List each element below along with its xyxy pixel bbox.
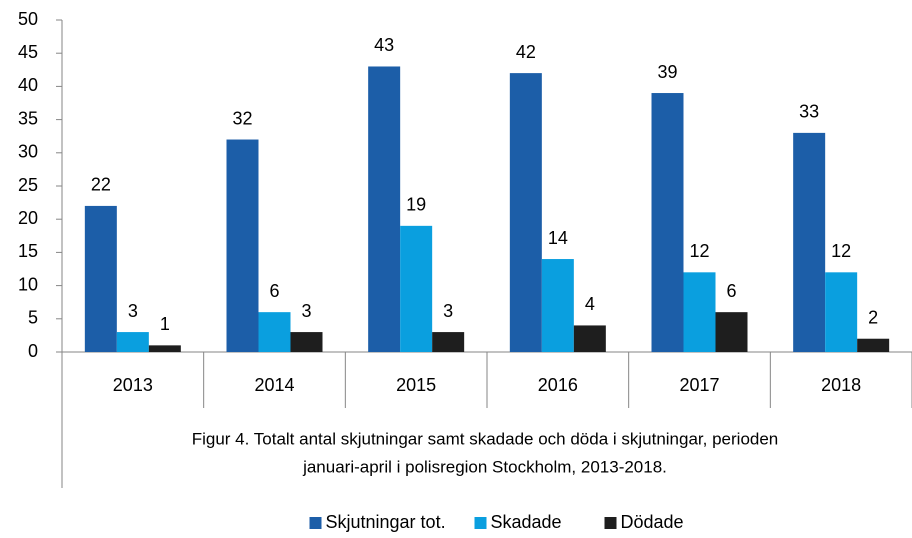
data-label: 12 (831, 241, 851, 261)
y-tick-label: 30 (18, 142, 38, 162)
x-tick-label: 2013 (113, 375, 153, 395)
legend-swatch (604, 517, 617, 529)
y-tick-label: 50 (18, 9, 38, 29)
caption: Figur 4. Totalt antal skjutningar samt s… (192, 429, 779, 448)
legend-label: Skjutningar tot. (326, 512, 446, 532)
bar (400, 225, 433, 352)
bar (793, 132, 826, 352)
bar (290, 332, 323, 352)
bar (715, 312, 748, 352)
bar (368, 66, 401, 352)
bar (148, 345, 181, 352)
data-label: 42 (516, 42, 536, 62)
bar (432, 332, 465, 352)
data-label: 43 (374, 35, 394, 55)
bar (226, 139, 259, 352)
data-label: 33 (799, 102, 819, 122)
x-tick-label: 2017 (679, 375, 719, 395)
legend-label: Dödade (621, 512, 684, 532)
data-label: 3 (128, 301, 138, 321)
legend-swatch (309, 517, 322, 529)
bar (541, 259, 574, 352)
legend-label: Skadade (491, 512, 562, 532)
bar (116, 332, 149, 352)
data-label: 12 (689, 241, 709, 261)
data-label: 2 (868, 307, 878, 327)
data-label: 1 (160, 314, 170, 334)
x-tick-label: 2016 (538, 375, 578, 395)
y-tick-label: 5 (28, 308, 38, 328)
data-label: 32 (232, 108, 252, 128)
x-tick-label: 2018 (821, 375, 861, 395)
legend-swatch (474, 517, 487, 529)
data-label: 3 (443, 301, 453, 321)
data-label: 14 (548, 228, 568, 248)
y-tick-label: 10 (18, 274, 38, 294)
data-label: 22 (91, 175, 111, 195)
y-tick-label: 25 (18, 175, 38, 195)
bar (857, 338, 890, 352)
bar (683, 272, 716, 352)
x-tick-label: 2015 (396, 375, 436, 395)
data-label: 3 (301, 301, 311, 321)
bar (825, 272, 858, 352)
data-label: 6 (269, 281, 279, 301)
data-label: 19 (406, 195, 426, 215)
x-tick-label: 2014 (254, 375, 294, 395)
data-label: 4 (585, 294, 595, 314)
y-tick-label: 0 (28, 341, 38, 361)
data-label: 6 (726, 281, 736, 301)
bar (651, 93, 684, 352)
data-label: 39 (657, 62, 677, 82)
bar (573, 325, 606, 352)
bar (258, 312, 291, 352)
y-tick-label: 40 (18, 75, 38, 95)
y-tick-label: 45 (18, 42, 38, 62)
bar (84, 205, 117, 352)
y-tick-label: 20 (18, 208, 38, 228)
y-tick-label: 15 (18, 241, 38, 261)
bar (509, 73, 542, 353)
caption: januari-april i polisregion Stockholm, 2… (302, 457, 667, 476)
y-tick-label: 35 (18, 108, 38, 128)
